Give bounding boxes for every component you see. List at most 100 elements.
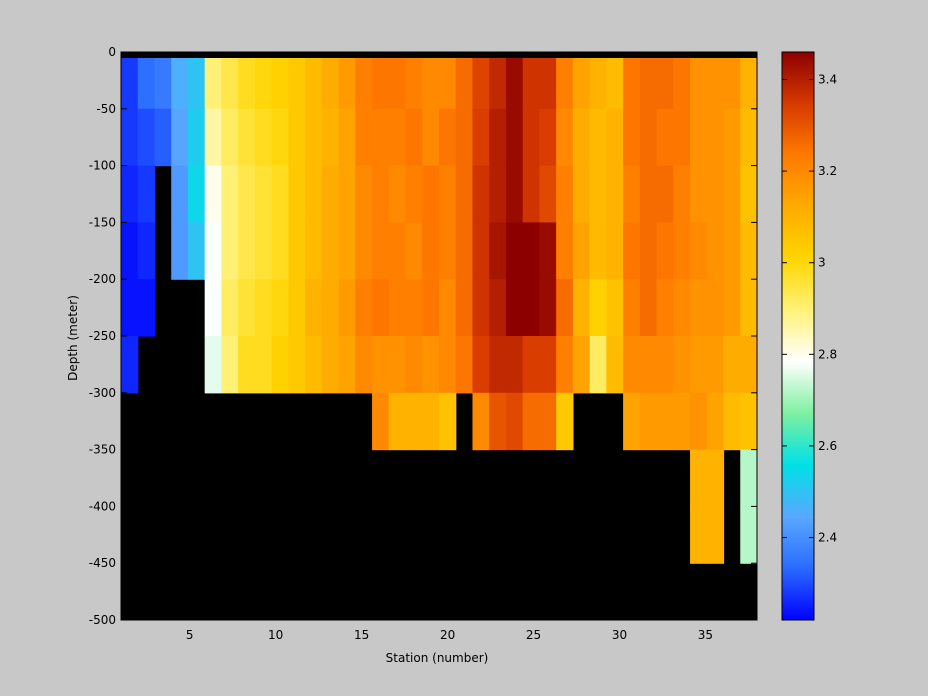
heatmap-cell — [639, 336, 658, 394]
plot-area: 5 10 15 20 25 30 35 0 -50 -100 -150 -200 -250 -300 -3… — [89, 45, 758, 642]
heatmap-cell — [221, 165, 239, 223]
heatmap-cell — [254, 52, 273, 110]
heatmap-cell — [472, 52, 490, 110]
heatmap-cell — [706, 392, 725, 451]
heatmap-cell — [422, 336, 440, 394]
x-tick-label: 15 — [354, 628, 369, 642]
heatmap-cell — [321, 222, 340, 280]
y-tick-label: -400 — [89, 499, 116, 513]
heatmap-cell — [472, 279, 490, 337]
y-axis-label: Depth (meter) — [66, 295, 80, 381]
colorbar-tick-label: 2.8 — [818, 347, 837, 361]
heatmap-cell — [706, 506, 725, 564]
heatmap-cell — [355, 279, 373, 337]
heatmap-cell — [121, 336, 139, 394]
heatmap-cell — [372, 392, 390, 451]
heatmap-cell — [740, 165, 758, 223]
heatmap-cell — [472, 336, 490, 394]
heatmap-cell — [723, 108, 741, 167]
heatmap-cell — [522, 52, 541, 110]
heatmap-cell — [572, 108, 591, 167]
heatmap-cell — [539, 222, 557, 280]
heatmap-cell — [690, 222, 708, 280]
heatmap-cell — [556, 52, 574, 110]
heatmap-cell — [723, 392, 741, 451]
heatmap-cell — [740, 449, 758, 507]
heatmap-cell — [740, 279, 758, 337]
heatmap-cell — [439, 165, 457, 223]
heatmap-cell — [556, 108, 574, 167]
heatmap-cell — [271, 222, 289, 280]
heatmap-cell — [539, 392, 557, 451]
x-axis-label: Station (number) — [386, 651, 489, 665]
y-tick-label: -350 — [89, 443, 116, 457]
heatmap-cell — [589, 279, 607, 337]
x-tick-label: 10 — [268, 628, 283, 642]
heatmap-cell — [422, 52, 440, 110]
heatmap-cell — [505, 108, 524, 167]
heatmap-cell — [690, 392, 708, 451]
heatmap-cell — [254, 165, 273, 223]
heatmap-cell — [137, 52, 156, 110]
heatmap-cell — [690, 52, 708, 110]
heatmap-cell — [221, 108, 239, 167]
y-tick-label: -200 — [89, 272, 116, 286]
heatmap-cell — [706, 279, 725, 337]
heatmap-cell — [505, 336, 524, 394]
heatmap-cell — [171, 52, 189, 110]
heatmap-cell — [121, 222, 139, 280]
y-tick-label: -50 — [96, 102, 116, 116]
heatmap-cell — [238, 336, 256, 394]
heatmap-cell — [271, 336, 289, 394]
heatmap-cell — [556, 222, 574, 280]
heatmap-cell — [321, 279, 340, 337]
heatmap-cell — [706, 108, 725, 167]
heatmap-cell — [723, 336, 741, 394]
heatmap-cell — [522, 279, 541, 337]
colorbar-tick-label: 2.4 — [818, 531, 837, 545]
heatmap-cell — [522, 108, 541, 167]
heatmap-cell — [305, 336, 323, 394]
heatmap-cell — [405, 52, 423, 110]
heatmap-cell — [439, 222, 457, 280]
heatmap-cell — [623, 108, 641, 167]
heatmap-cell — [439, 392, 457, 451]
x-tick-label: 25 — [526, 628, 541, 642]
heatmap-cell — [388, 392, 407, 451]
heatmap-cell — [690, 506, 708, 564]
heatmap-cell — [271, 52, 289, 110]
heatmap-cell — [271, 279, 289, 337]
heatmap-cell — [572, 336, 591, 394]
heatmap-cell — [254, 279, 273, 337]
heatmap-cell — [321, 108, 340, 167]
heatmap-cell — [305, 222, 323, 280]
heatmap-cell — [221, 222, 239, 280]
heatmap-cell — [639, 52, 658, 110]
heatmap-cell — [405, 279, 423, 337]
heatmap-cell — [372, 222, 390, 280]
heatmap-cell — [355, 52, 373, 110]
heatmap-cell — [673, 336, 691, 394]
x-tick-label: 35 — [698, 628, 713, 642]
heatmap-cell — [121, 108, 139, 167]
heatmap-cell — [589, 108, 607, 167]
heatmap-cell — [723, 165, 741, 223]
colorbar-tick-label: 3 — [818, 256, 826, 270]
heatmap-cell — [422, 279, 440, 337]
heatmap-cell — [455, 222, 474, 280]
heatmap-cell — [204, 222, 223, 280]
heatmap-cell — [472, 222, 490, 280]
heatmap-cell — [539, 108, 557, 167]
heatmap-cell — [238, 165, 256, 223]
heatmap-cell — [455, 52, 474, 110]
heatmap-cell — [706, 52, 725, 110]
heatmap-cell — [572, 165, 591, 223]
heatmap-cell — [606, 279, 624, 337]
heatmap-cell — [321, 165, 340, 223]
heatmap-cell — [355, 165, 373, 223]
heatmap-cell — [706, 336, 725, 394]
heatmap-cell — [690, 336, 708, 394]
heatmap-cell — [489, 165, 507, 223]
heatmap-cell — [171, 108, 189, 167]
